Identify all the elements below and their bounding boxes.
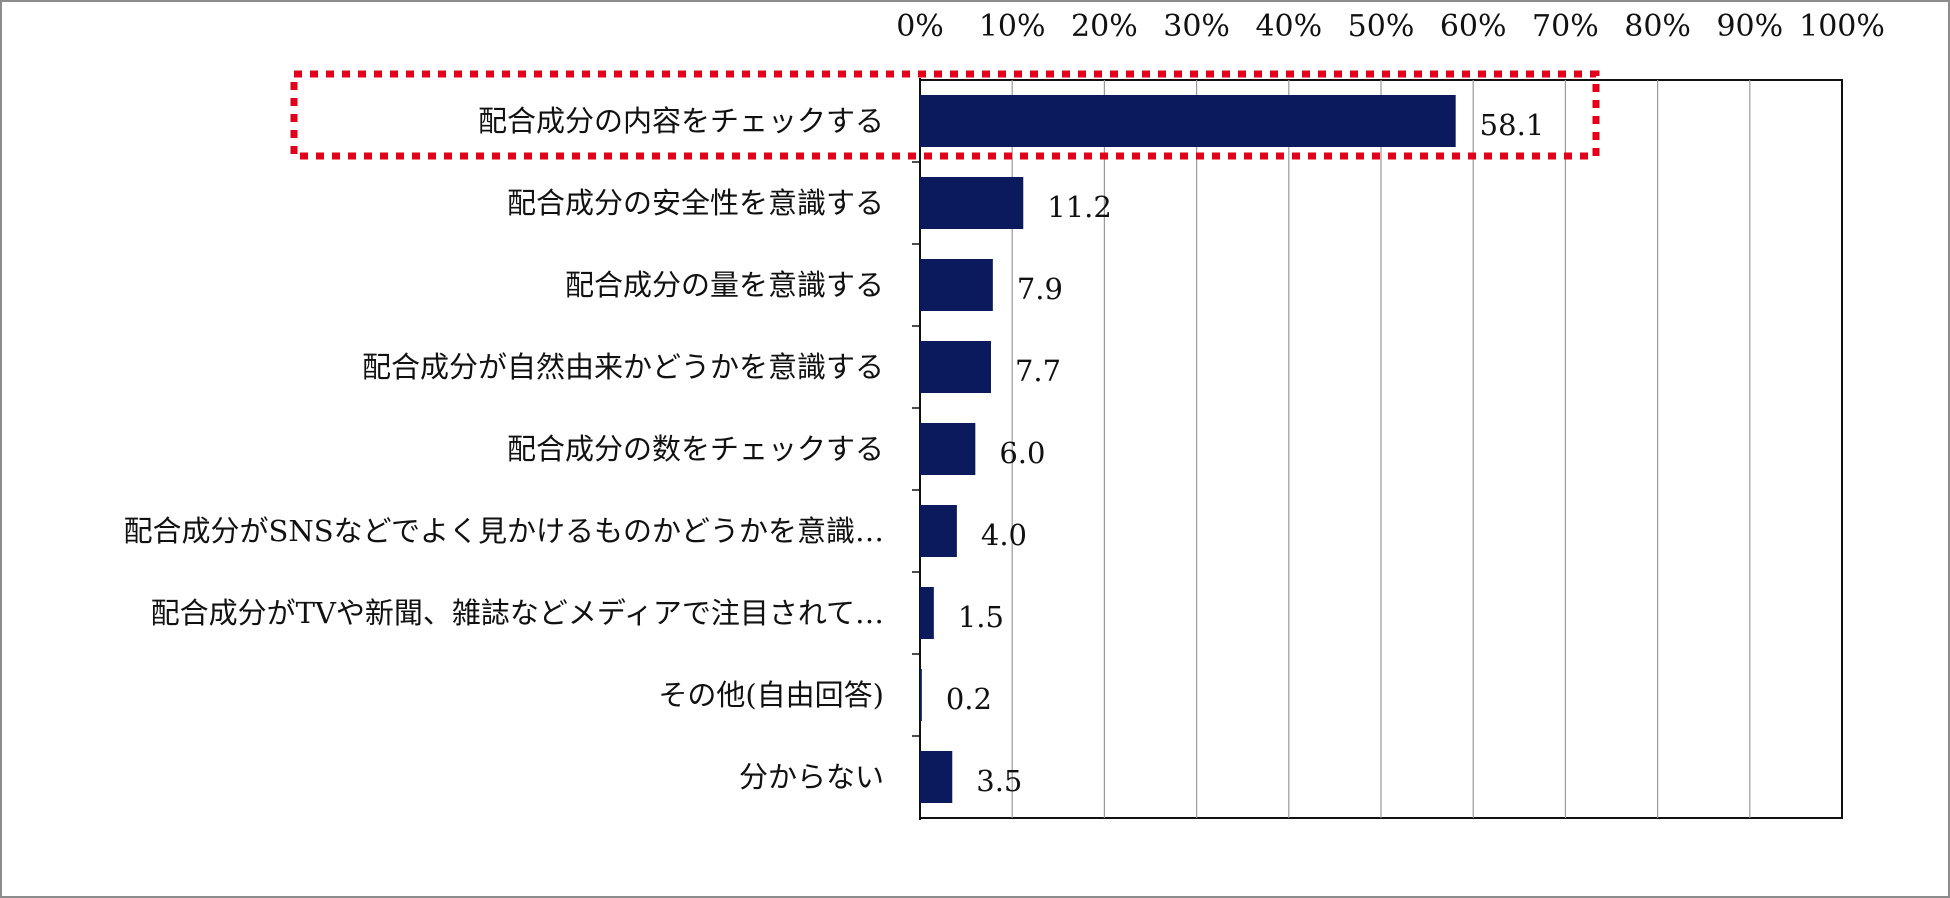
- category-label: 分からない: [739, 760, 884, 794]
- x-tick-label: 90%: [1716, 9, 1783, 44]
- bar: [920, 505, 957, 557]
- bar: [920, 587, 934, 639]
- x-tick-label: 30%: [1163, 9, 1230, 44]
- bar: [920, 341, 991, 393]
- bar: [920, 259, 993, 311]
- value-label: 0.2: [946, 682, 992, 716]
- category-label: 配合成分の内容をチェックする: [478, 104, 884, 138]
- value-label: 3.5: [976, 764, 1022, 798]
- value-label: 58.1: [1480, 108, 1545, 142]
- x-tick-label: 70%: [1532, 9, 1599, 44]
- x-tick-label: 10%: [979, 9, 1046, 44]
- value-label: 1.5: [958, 600, 1004, 634]
- category-label: 配合成分がTVや新聞、雑誌などメディアで注目されて…: [151, 596, 884, 630]
- category-label: 配合成分が自然由来かどうかを意識する: [362, 350, 884, 384]
- highlight-box: [290, 70, 1600, 160]
- x-tick-label: 20%: [1071, 9, 1138, 44]
- x-tick-label: 0%: [896, 9, 944, 44]
- x-tick-label: 100%: [1799, 9, 1885, 44]
- x-tick-label: 50%: [1348, 9, 1415, 44]
- bar: [920, 423, 976, 475]
- bar: [920, 95, 1456, 147]
- value-label: 11.2: [1047, 190, 1112, 224]
- bar: [920, 751, 953, 803]
- category-label: 配合成分の量を意識する: [565, 268, 884, 302]
- category-label: 配合成分がSNSなどでよく見かけるものかどうかを意識…: [123, 514, 884, 548]
- category-label: その他(自由回答): [658, 678, 884, 712]
- value-label: 7.9: [1017, 272, 1063, 306]
- bar: [920, 177, 1024, 229]
- bar: [920, 669, 922, 721]
- x-tick-label: 80%: [1624, 9, 1691, 44]
- x-tick-label: 40%: [1255, 9, 1322, 44]
- value-label: 6.0: [999, 436, 1045, 470]
- category-label: 配合成分の安全性を意識する: [507, 186, 884, 220]
- category-label: 配合成分の数をチェックする: [507, 432, 884, 466]
- value-label: 7.7: [1015, 354, 1061, 388]
- x-tick-label: 60%: [1440, 9, 1507, 44]
- value-label: 4.0: [981, 518, 1027, 552]
